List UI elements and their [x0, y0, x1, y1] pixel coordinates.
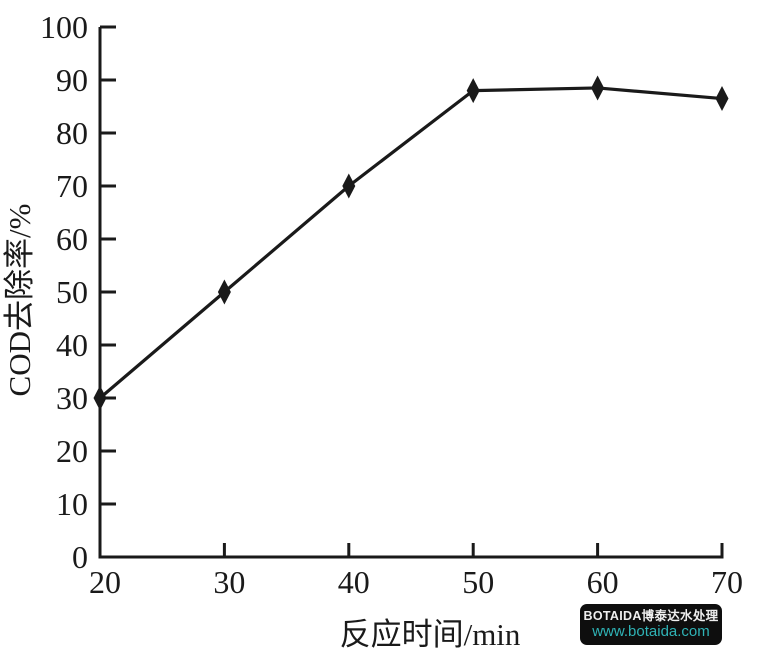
- data-point-marker: [217, 279, 231, 305]
- x-axis-title: 反应时间/min: [340, 617, 521, 652]
- x-tick-label: 30: [213, 564, 245, 600]
- y-tick-label: 30: [56, 380, 88, 416]
- x-tick-label: 20: [89, 564, 121, 600]
- data-point-marker: [342, 173, 356, 199]
- y-tick-label: 80: [56, 115, 88, 151]
- plot-series: [93, 75, 729, 411]
- data-point-marker: [591, 75, 605, 101]
- watermark-brand: BOTAIDA博泰达水处理: [583, 608, 719, 623]
- y-tick-label: 100: [40, 9, 88, 45]
- y-tick-label: 90: [56, 62, 88, 98]
- data-point-marker: [715, 86, 729, 112]
- y-tick-label: 60: [56, 221, 88, 257]
- y-tick-label: 0: [72, 539, 88, 575]
- plot-axes: 0 10 20 30 40 50 60 70 80 90 100 20 30 40 50 60 70: [40, 9, 743, 600]
- y-axis-title: COD去除率/%: [2, 204, 37, 397]
- data-point-marker: [466, 78, 480, 104]
- y-tick-label: 50: [56, 274, 88, 310]
- watermark-badge: BOTAIDA博泰达水处理 www.botaida.com: [580, 604, 722, 645]
- y-tick-label: 40: [56, 327, 88, 363]
- y-tick-label: 70: [56, 168, 88, 204]
- x-tick-label: 70: [711, 564, 743, 600]
- data-point-marker: [93, 385, 107, 411]
- watermark-url: www.botaida.com: [592, 623, 710, 641]
- y-tick-label: 20: [56, 433, 88, 469]
- y-tick-label: 10: [56, 486, 88, 522]
- series-line: [98, 86, 723, 400]
- axis-line: [98, 27, 724, 559]
- x-tick-label: 50: [462, 564, 494, 600]
- x-tick-label: 60: [587, 564, 619, 600]
- x-tick-label: 40: [338, 564, 370, 600]
